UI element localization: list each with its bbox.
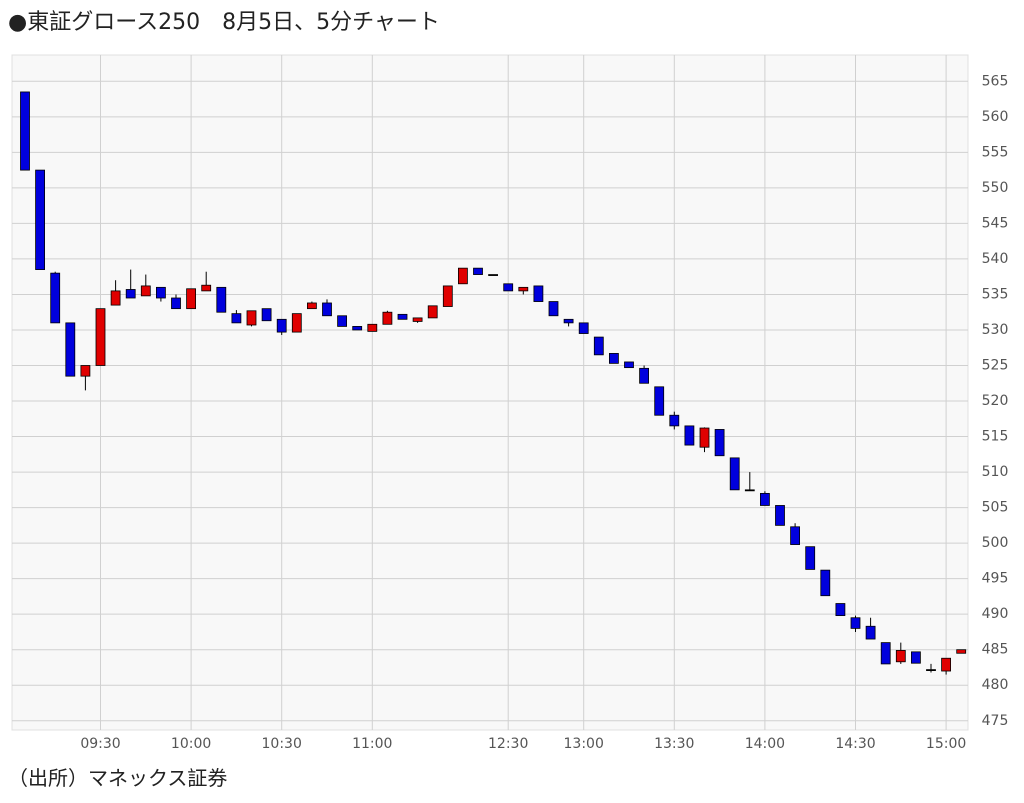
x-tick-label: 13:00 [564,736,604,752]
candle-body [941,657,951,672]
source-note: （出所）マネックス証券 [8,766,228,790]
candle-body [337,315,348,327]
candle-body [729,457,740,491]
candle-body [775,505,785,526]
x-tick-label: 13:30 [654,736,694,752]
candle-body [865,625,876,640]
x-tick-label: 14:30 [835,736,875,752]
candle-body [276,318,287,333]
candle-body [427,305,438,319]
candle-body [322,302,332,317]
y-tick-label: 510 [982,464,1009,480]
candle-body [95,308,106,366]
candle-body [639,367,649,384]
candle-body [699,427,710,448]
candle-body [155,286,166,299]
candle-body [624,361,634,369]
candle-body [578,322,589,334]
candle-body [895,650,906,663]
plot-area [11,54,969,731]
candle-body [442,285,453,307]
candle-body [125,289,136,299]
candle-body [488,274,499,276]
candle-body [50,272,61,324]
candle-body [503,283,514,292]
y-tick-label: 535 [982,286,1009,302]
candle-body [367,323,378,332]
candle-body [533,285,544,302]
candle-body [911,651,921,664]
candle-body [110,290,121,306]
y-tick-label: 480 [982,677,1009,693]
y-tick-label: 555 [982,144,1009,160]
candle-body [518,286,529,292]
y-tick-label: 485 [982,642,1009,658]
candle-body [820,569,831,597]
y-tick-label: 525 [982,358,1009,374]
candle-body [926,669,936,672]
candle-body [352,326,363,331]
x-tick-label: 15:00 [926,736,966,752]
chart-title: ●東証グロース250 8月5日、5分チャート [8,10,440,35]
candle-body [744,489,755,492]
candle-body [246,310,257,326]
y-tick-label: 540 [982,251,1009,267]
y-tick-label: 475 [982,713,1009,729]
candle-body [563,318,574,324]
candle-body [382,311,393,325]
candle-body [65,322,76,377]
y-tick-label: 520 [982,393,1009,409]
y-tick-label: 505 [982,500,1009,516]
candle-body [397,313,408,320]
x-tick-label: 09:30 [80,736,120,752]
candle-body [548,301,559,317]
candle-body [261,308,272,322]
candle-body [231,313,242,324]
candle-body [306,302,317,310]
candle-body [80,365,91,377]
candle-body [473,267,483,275]
candle-body [216,286,227,313]
x-tick-label: 10:30 [262,736,302,752]
candle-body [35,169,45,270]
candle-body [835,603,846,617]
candle-body [760,492,770,506]
candle-body [684,425,695,446]
candle-body [201,284,212,292]
candle-body [654,386,665,416]
candle-body [609,353,619,364]
candle-body [593,336,604,356]
y-tick-label: 565 [982,73,1009,89]
candle-body [20,91,30,171]
candle-body [850,617,861,629]
candle-body [186,288,197,310]
y-tick-label: 530 [982,322,1009,338]
candle-body [790,526,800,545]
candle-body [714,429,725,457]
candle-body [140,285,151,297]
x-tick-label: 14:00 [745,736,785,752]
candle-body [669,414,680,427]
candle-body [805,546,816,570]
x-tick-label: 11:00 [352,736,392,752]
y-tick-label: 490 [982,606,1009,622]
candle-body [880,642,891,665]
candle-body [956,649,967,654]
x-tick-label: 12:30 [488,736,528,752]
y-tick-label: 495 [982,571,1009,587]
candle-body [171,297,181,310]
candle-body [412,317,423,322]
y-tick-label: 550 [982,180,1009,196]
y-tick-label: 515 [982,429,1009,445]
y-tick-label: 545 [982,215,1009,231]
x-tick-label: 10:00 [171,736,211,752]
candle-body [457,267,468,285]
y-tick-label: 500 [982,535,1009,551]
candle-body [291,313,302,333]
y-tick-label: 560 [982,109,1009,125]
